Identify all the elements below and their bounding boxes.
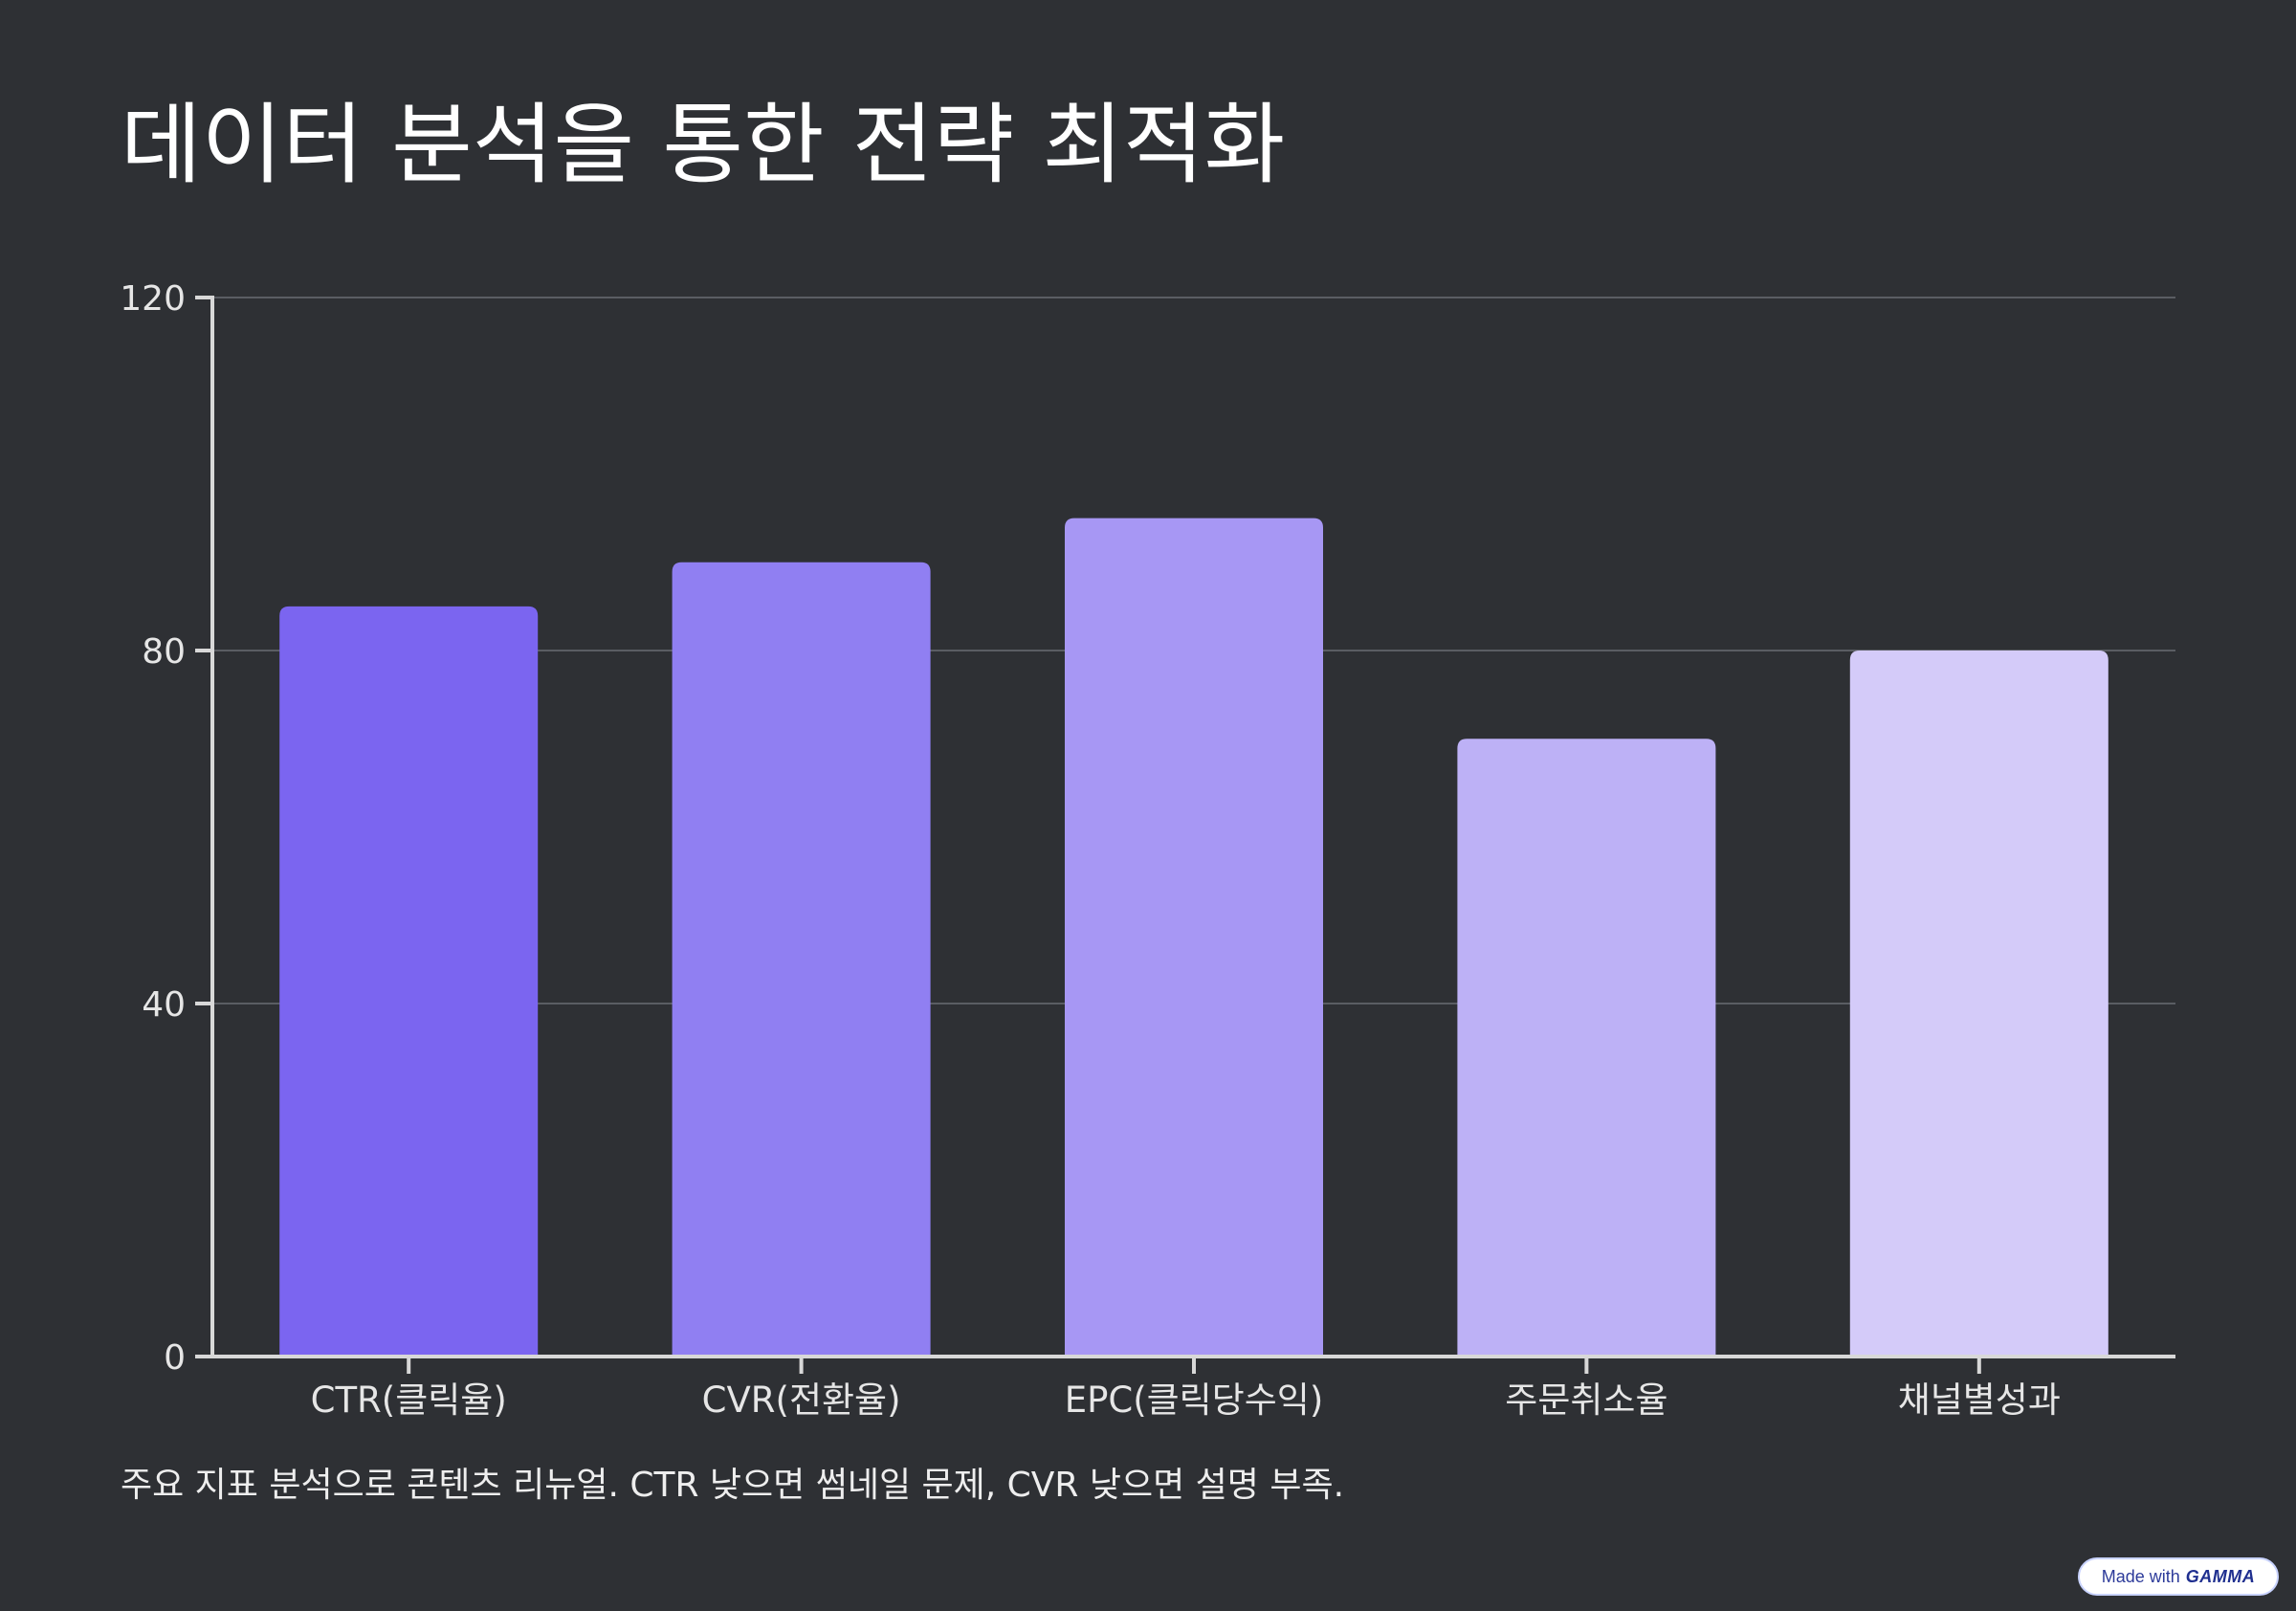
badge-prefix: Made with [2101,1566,2180,1586]
y-tick-label: 80 [142,632,186,672]
x-tick-label: 주문취소율 [1505,1379,1667,1421]
bar-3 [1065,518,1323,1357]
bar-4 [1457,739,1716,1357]
made-with-gamma-badge[interactable]: Made with GAMMA [2078,1557,2279,1596]
x-tick-label: CTR(클릭율) [311,1379,507,1421]
bar-5 [1849,651,2108,1357]
page-title: 데이터 분석을 통한 전략 최적화 [121,94,1286,196]
bar-2 [672,562,931,1357]
x-tick-label: CVR(전환율) [702,1379,901,1421]
x-tick-label: 채널별성과 [1898,1379,2061,1421]
gamma-logo: GAMMA [2185,1566,2256,1586]
y-tick-label: 0 [164,1338,186,1378]
y-tick-label: 120 [120,279,186,319]
y-tick-label: 40 [142,985,186,1025]
chart-caption: 주요 지표 분석으로 콘텐츠 리뉴얼. CTR 낮으면 썸네일 문제, CVR … [121,1466,1345,1505]
bar-1 [279,606,539,1357]
x-tick-label: EPC(클릭당수익) [1065,1379,1324,1421]
